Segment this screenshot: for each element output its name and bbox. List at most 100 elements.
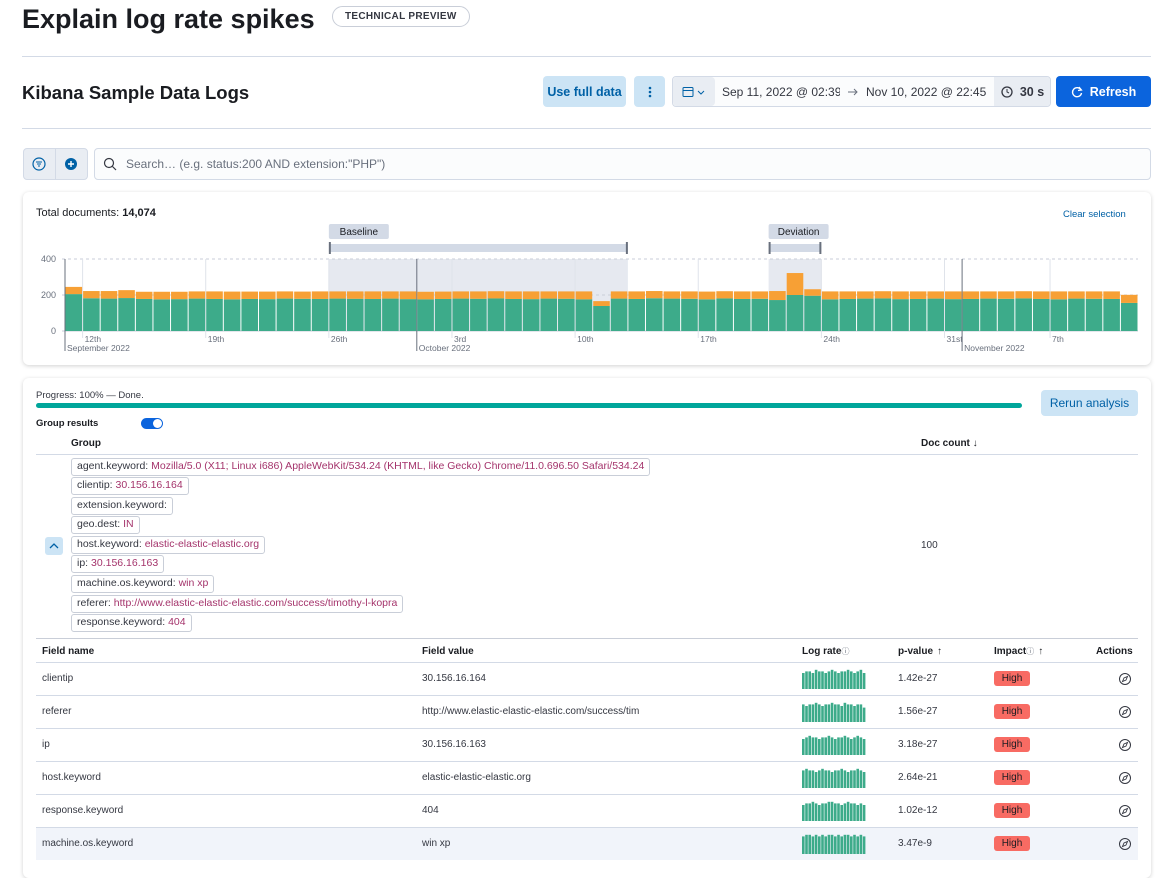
column-header[interactable]: Field name: [42, 646, 94, 657]
explore-action[interactable]: [1118, 837, 1132, 851]
bar-segment: [997, 291, 1015, 299]
sparkline-bar: [811, 737, 815, 755]
bar-segment: [1032, 298, 1050, 331]
collapse-button[interactable]: [45, 537, 63, 555]
group-badge: machine.os.keyword: win xp: [71, 575, 215, 593]
sparkline-bar: [811, 704, 815, 722]
total-label: Total documents:: [36, 207, 120, 219]
sparkline-bar: [837, 704, 840, 722]
bar-segment: [364, 298, 382, 331]
doc-count-column[interactable]: Doc count ↓: [921, 438, 978, 449]
refresh-interval: 30 s: [1019, 84, 1045, 99]
preview-badge: TECHNICAL PREVIEW: [332, 6, 470, 27]
sparkline-bar: [853, 673, 856, 689]
bar-segment: [786, 273, 804, 295]
sparkline-bar: [824, 704, 827, 722]
x-tick-label: 3rd: [454, 334, 467, 344]
auto-refresh[interactable]: 30 s: [994, 77, 1050, 106]
explore-action[interactable]: [1118, 804, 1132, 818]
bar-segment: [83, 291, 100, 299]
sparkline-bar: [862, 707, 866, 722]
sort-icon: ↑: [937, 646, 943, 657]
sparkline-bar: [805, 737, 808, 755]
bar-segment: [294, 298, 311, 331]
sparkline-bar: [827, 834, 831, 854]
start-date[interactable]: Sep 11, 2022 @ 02:39:: [722, 85, 840, 99]
row-divider: [36, 695, 1138, 696]
column-header[interactable]: Log rateⓘ: [802, 646, 849, 657]
bar-segment: [65, 286, 83, 295]
sparkline-bar: [805, 671, 808, 689]
histogram: Baseline Deviation 0 200 400 12th 19th 26th 3rd 1…: [41, 224, 1138, 353]
use-full-data-button[interactable]: Use full data: [543, 76, 626, 107]
compass-icon: [1119, 838, 1131, 850]
group-badge: ip: 30.156.16.163: [71, 555, 165, 573]
rerun-button[interactable]: Rerun analysis: [1041, 390, 1138, 416]
explore-action[interactable]: [1118, 672, 1132, 686]
bar-segment: [874, 298, 892, 331]
column-header[interactable]: Impactⓘ ↑: [994, 646, 1043, 657]
bar-segment: [945, 299, 962, 331]
group-column[interactable]: Group: [71, 438, 101, 449]
sparkline-bar: [802, 704, 805, 722]
bar-segment: [786, 295, 804, 331]
sparkline: [802, 801, 866, 821]
more-button[interactable]: [634, 76, 665, 107]
sparkline-bar: [850, 836, 853, 854]
search-icon: [103, 157, 117, 171]
search-input[interactable]: [94, 148, 1151, 180]
quick-menu-button[interactable]: [673, 77, 715, 106]
sparkline-bar: [859, 770, 863, 788]
bar-segment: [135, 291, 153, 299]
clear-selection[interactable]: Clear selection: [1063, 209, 1126, 220]
explore-action[interactable]: [1118, 771, 1132, 785]
sparkline-bar: [808, 803, 811, 821]
x-tick-label: 26th: [331, 334, 348, 344]
sparkline-bar: [856, 735, 859, 755]
group-doc-count: 100: [921, 540, 938, 551]
bar-segment: [769, 300, 786, 331]
bar-segment: [628, 291, 645, 299]
page-title: Explain log rate spikes: [22, 4, 315, 34]
explore-action[interactable]: [1118, 705, 1132, 719]
sparkline-bar: [811, 836, 815, 854]
sparkline-bar: [802, 673, 805, 689]
column-label: Actions: [1096, 646, 1133, 657]
bar-segment: [821, 299, 839, 331]
badge-field: host.keyword:: [77, 538, 142, 550]
sparkline-bar: [843, 702, 847, 722]
add-filter-button[interactable]: [63, 156, 79, 172]
x-tick-label: 19th: [208, 334, 225, 344]
sparkline-bar: [834, 739, 837, 755]
end-date[interactable]: Nov 10, 2022 @ 22:45:: [866, 85, 987, 99]
bar-segment: [223, 291, 241, 300]
column-header[interactable]: Actions: [1096, 646, 1133, 657]
month-label: October 2022: [419, 343, 471, 353]
bar-segment: [417, 299, 434, 331]
column-header[interactable]: p-value ↑: [898, 646, 942, 657]
bar-segment: [839, 291, 857, 299]
bar-segment: [1050, 291, 1068, 300]
group-toggle[interactable]: [141, 418, 163, 429]
column-header[interactable]: Field value: [422, 646, 474, 657]
x-tick-label: 31st: [947, 334, 964, 344]
badge-field: agent.keyword:: [77, 460, 149, 472]
deviation-label-box: [768, 224, 829, 239]
x-tick-label: 7th: [1052, 334, 1064, 344]
bar-segment: [909, 291, 927, 299]
filter-menu-button[interactable]: [31, 156, 47, 172]
badge-value: IN: [123, 518, 134, 530]
row-divider: [36, 794, 1138, 795]
sparkline-bar: [824, 803, 827, 821]
bar-segment: [434, 298, 452, 331]
compass-icon: [1119, 772, 1131, 784]
row-highlight: [36, 827, 1138, 860]
bar-segment: [698, 299, 716, 331]
baseline-label-box: [328, 224, 389, 239]
date-picker: [672, 76, 1051, 107]
refresh-button[interactable]: Refresh: [1056, 76, 1151, 107]
bar-segment: [329, 291, 346, 299]
explore-action[interactable]: [1118, 738, 1132, 752]
badge-field: clientip:: [77, 479, 113, 491]
bar-segment: [188, 298, 206, 331]
